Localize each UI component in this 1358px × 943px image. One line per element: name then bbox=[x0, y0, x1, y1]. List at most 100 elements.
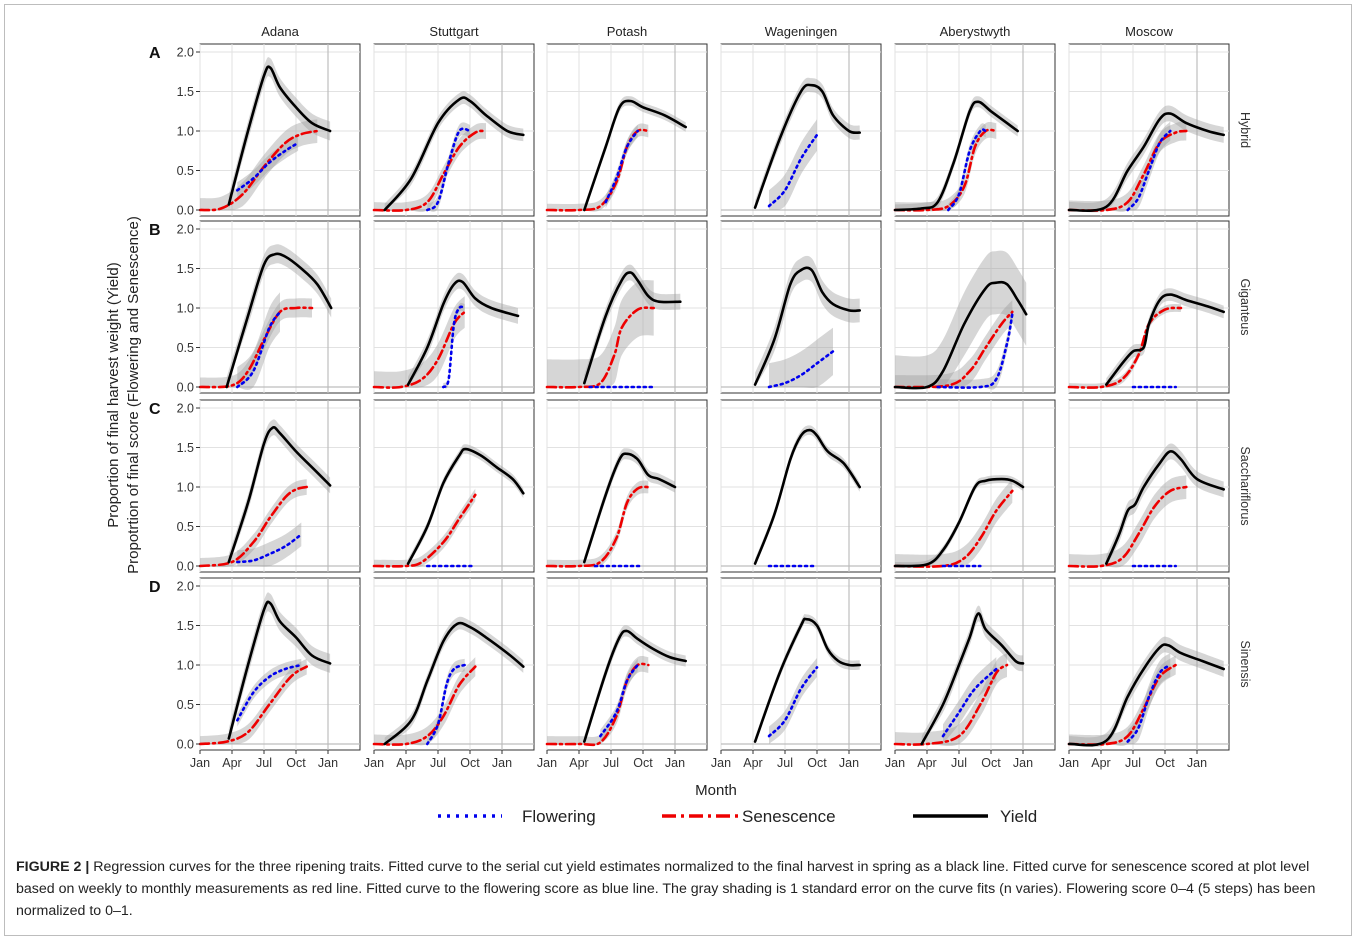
flw-se-band bbox=[948, 123, 986, 210]
x-tick-label: Jan bbox=[318, 756, 338, 770]
flowering-curve bbox=[426, 127, 472, 212]
senescence-curve bbox=[198, 665, 308, 746]
y-tick-label: 2.0 bbox=[177, 580, 194, 594]
senescence-curve bbox=[893, 489, 1014, 568]
panel bbox=[545, 43, 708, 217]
yield-curve bbox=[383, 96, 525, 212]
panel-border bbox=[894, 43, 1056, 217]
yield-se-band bbox=[755, 77, 860, 211]
x-tick-label: Apr bbox=[222, 756, 241, 770]
sen-se-band bbox=[1069, 475, 1187, 568]
yield-curve bbox=[893, 477, 1025, 568]
panel-border bbox=[373, 399, 535, 573]
site-label: Moscow bbox=[1125, 24, 1173, 39]
panel bbox=[893, 220, 1056, 394]
panel bbox=[720, 43, 882, 217]
panel-border bbox=[1068, 399, 1230, 573]
flw-se-band bbox=[769, 119, 817, 211]
panel-border bbox=[720, 220, 882, 394]
y-tick-label: 0.0 bbox=[177, 738, 194, 752]
y-tick-label: 1.0 bbox=[177, 125, 194, 139]
flowering-curve bbox=[442, 305, 466, 389]
panel: Jan Apr Jul Oct Jan bbox=[711, 577, 882, 770]
panel-border bbox=[894, 577, 1056, 751]
legend: Flowering Senescence Yield bbox=[438, 807, 1037, 826]
yield-se-band bbox=[384, 616, 524, 744]
y-tick-label: 2.0 bbox=[177, 223, 194, 237]
senescence-curve bbox=[372, 129, 488, 212]
panel-border bbox=[546, 577, 708, 751]
flowering-curve bbox=[236, 310, 282, 389]
flowering-curve bbox=[236, 141, 300, 192]
x-axis-title: Month bbox=[695, 782, 737, 799]
y-tick-label: 1.0 bbox=[177, 481, 194, 495]
panel: 0.0 0.5 1.0 1.5 2.0 C bbox=[149, 399, 361, 574]
yield-curve bbox=[383, 621, 525, 746]
x-tick-label: Apr bbox=[396, 756, 415, 770]
genotype-label: Sinensis bbox=[1238, 640, 1252, 687]
sen-se-band bbox=[1069, 655, 1176, 746]
panel bbox=[893, 399, 1056, 573]
panel-border bbox=[1068, 577, 1230, 751]
panel: Sinensis Jan Apr Jul Oct Jan bbox=[1059, 577, 1252, 770]
y-tick-label: 1.5 bbox=[177, 441, 194, 455]
senescence-curve bbox=[1067, 663, 1177, 746]
yield-se-band bbox=[226, 244, 332, 387]
y-tick-label: 2.0 bbox=[177, 46, 194, 60]
figure-frame bbox=[4, 4, 1352, 936]
yield-curve bbox=[920, 612, 1025, 746]
x-tick-label: Jul bbox=[603, 756, 619, 770]
x-tick-label: Jan bbox=[885, 756, 905, 770]
flowering-curve bbox=[767, 666, 819, 738]
panel: Giganteus bbox=[1067, 220, 1252, 394]
yield-curve bbox=[583, 629, 687, 743]
row-letter: B bbox=[149, 222, 161, 239]
panel bbox=[545, 399, 708, 573]
flw-se-band bbox=[769, 657, 817, 744]
x-tick-label: Jan bbox=[537, 756, 557, 770]
legend-label: Senescence bbox=[742, 807, 836, 826]
yield-curve bbox=[227, 426, 332, 564]
sen-se-band bbox=[200, 298, 312, 388]
yield-se-band bbox=[1106, 443, 1224, 566]
y-axis-title: Proportion of final harvest weight (Yiel… bbox=[105, 216, 142, 574]
yield-se-band bbox=[1069, 636, 1224, 747]
y-tick-label: 2.0 bbox=[177, 402, 194, 416]
senescence-curve bbox=[372, 493, 477, 568]
sen-se-band bbox=[895, 479, 1013, 568]
flowering-curve bbox=[947, 128, 987, 212]
yield-se-band bbox=[895, 250, 1027, 390]
panel: Jan Apr Jul Oct Jan bbox=[885, 577, 1056, 770]
panel-border bbox=[199, 43, 361, 217]
yield-curve bbox=[753, 83, 861, 209]
panel bbox=[720, 399, 882, 573]
flw-se-band bbox=[937, 306, 1013, 390]
yield-curve bbox=[227, 65, 332, 206]
flowering-curve bbox=[941, 667, 998, 738]
flowering-curve bbox=[236, 663, 303, 722]
flowering-curve bbox=[236, 533, 303, 564]
yield-curve bbox=[583, 452, 677, 564]
panel-border bbox=[199, 399, 361, 573]
senescence-curve bbox=[893, 663, 1009, 746]
x-tick-label: Oct bbox=[460, 756, 480, 770]
flowering-curve bbox=[936, 313, 1014, 389]
flw-se-band bbox=[427, 658, 465, 744]
yield-curve bbox=[753, 266, 861, 386]
panel bbox=[372, 220, 535, 394]
senescence-curve bbox=[198, 485, 308, 568]
y-tick-label: 0.0 bbox=[177, 560, 194, 574]
yield-se-band bbox=[755, 425, 860, 566]
yield-curve bbox=[583, 271, 682, 385]
y-tick-label: 0.5 bbox=[177, 520, 194, 534]
sen-se-band bbox=[1069, 121, 1187, 212]
senescence-curve bbox=[1067, 485, 1188, 568]
x-tick-label: Jul bbox=[256, 756, 272, 770]
legend-label: Flowering bbox=[522, 807, 596, 826]
panel bbox=[893, 43, 1056, 217]
x-tick-label: Jul bbox=[951, 756, 967, 770]
panel-border bbox=[720, 43, 882, 217]
yield-curve bbox=[1067, 643, 1225, 747]
panel: Sacchariflorus bbox=[1067, 399, 1252, 573]
sen-se-band bbox=[200, 479, 307, 568]
